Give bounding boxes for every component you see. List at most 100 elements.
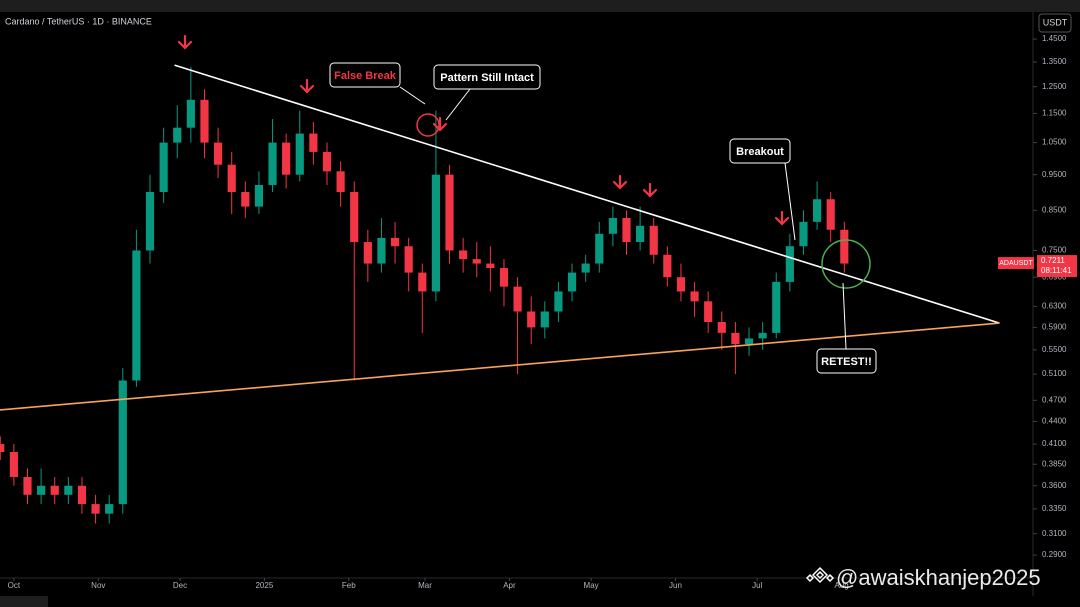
candle-body [717,322,726,333]
price-symbol: ADAUSDT [999,260,1033,267]
arrow-marker [612,174,628,190]
candle-body [799,221,808,247]
trendline [0,322,1000,411]
y-tick-label: 0.3600 [1042,481,1067,490]
candle-body [704,301,713,323]
candle-body [350,192,359,243]
candle-body [486,263,495,269]
candle-body [513,286,522,312]
price-value: 0.7211 [1041,256,1065,265]
candle-body [813,199,822,222]
callout-text: False Break [334,70,397,82]
y-tick-label: 0.2900 [1042,550,1067,559]
y-tick-label: 0.8500 [1042,205,1067,214]
x-tick-label: Apr [503,581,516,590]
callout-text: Breakout [736,146,784,158]
callout-box [329,62,401,88]
candle-body [554,291,563,312]
y-tick-label: 1.0500 [1042,138,1067,147]
y-tick-label: 0.3850 [1042,459,1067,468]
y-tick-label: 1.3500 [1042,57,1067,66]
watermark-logo [805,566,835,584]
candle-body [295,133,304,175]
candle-body [690,291,699,302]
candle-body [785,246,794,282]
candle-body [758,332,767,339]
y-tick-label: 0.9500 [1042,170,1067,179]
x-tick-label: Nov [91,581,105,590]
candle-body [840,229,849,264]
callout-pointer [445,88,471,121]
candle-body [731,332,740,345]
candle-body [527,311,536,328]
candle-body [186,99,195,128]
arrow-marker [642,182,658,198]
candle-body [826,199,835,230]
candle-body [77,485,87,505]
candle-body [132,250,141,381]
candle-body [595,233,604,264]
candle-body [9,451,18,477]
candle-body [390,237,400,247]
callout-text: RETEST!! [821,356,872,368]
candle-body [744,338,754,345]
x-tick-label: Mar [418,581,432,590]
candle-body [241,192,250,207]
candle-body [649,225,658,255]
candle-body [118,380,127,505]
candle-body [145,192,155,251]
callout-box [816,348,877,374]
candle-body [418,272,427,292]
arrow-marker [299,78,315,94]
candle-body [772,281,781,333]
y-tick-label: 0.3100 [1042,529,1067,538]
callout-box [729,138,791,164]
y-tick-label: 0.5100 [1042,369,1067,378]
callout-box [433,64,541,90]
highlight-circle [416,113,440,137]
candle-body [431,174,440,292]
highlight-circle [821,239,871,289]
top-bar [0,0,1080,12]
candle-body [404,246,413,273]
candle-body [472,259,481,264]
callout-pointer [842,282,847,350]
candle-body [309,133,318,152]
x-tick-label: Aug [834,581,848,590]
x-tick-label: Jul [752,581,762,590]
candle-body [159,142,168,193]
candle-body [91,504,100,514]
x-tick-label: May [584,581,599,590]
candle-body [336,171,345,193]
y-tick-label: 0.3350 [1042,504,1067,513]
chart-title: Cardano / TetherUS · 1D · BINANCE [5,16,152,26]
price-symbol-box [998,257,1034,270]
y-tick-label: 0.4400 [1042,417,1067,426]
candle-body [105,504,114,514]
arrow-marker [432,116,448,132]
candle-body [608,217,617,234]
trendline [174,64,1000,324]
y-tick-label: 0.4700 [1042,395,1067,404]
candle-body [636,225,645,243]
price-box [1037,255,1077,278]
y-tick-label: 1.2500 [1042,82,1067,91]
y-tick-label: 0.4100 [1042,439,1067,448]
candle-body [567,272,577,292]
price-countdown: 08:11:41 [1041,266,1072,275]
y-tick-label: 0.7500 [1042,246,1067,255]
candle-body [227,164,236,193]
candle-body [173,127,182,143]
y-tick-label: 1.1500 [1042,109,1067,118]
y-tick-label: 1.4500 [1042,34,1067,43]
plot [0,64,1000,524]
candle-body [499,268,509,287]
callout-pointer [784,162,796,241]
candle-body [581,263,590,273]
bottom-bar [0,596,48,607]
x-tick-label: 2025 [255,581,273,590]
candle-body [268,142,277,185]
